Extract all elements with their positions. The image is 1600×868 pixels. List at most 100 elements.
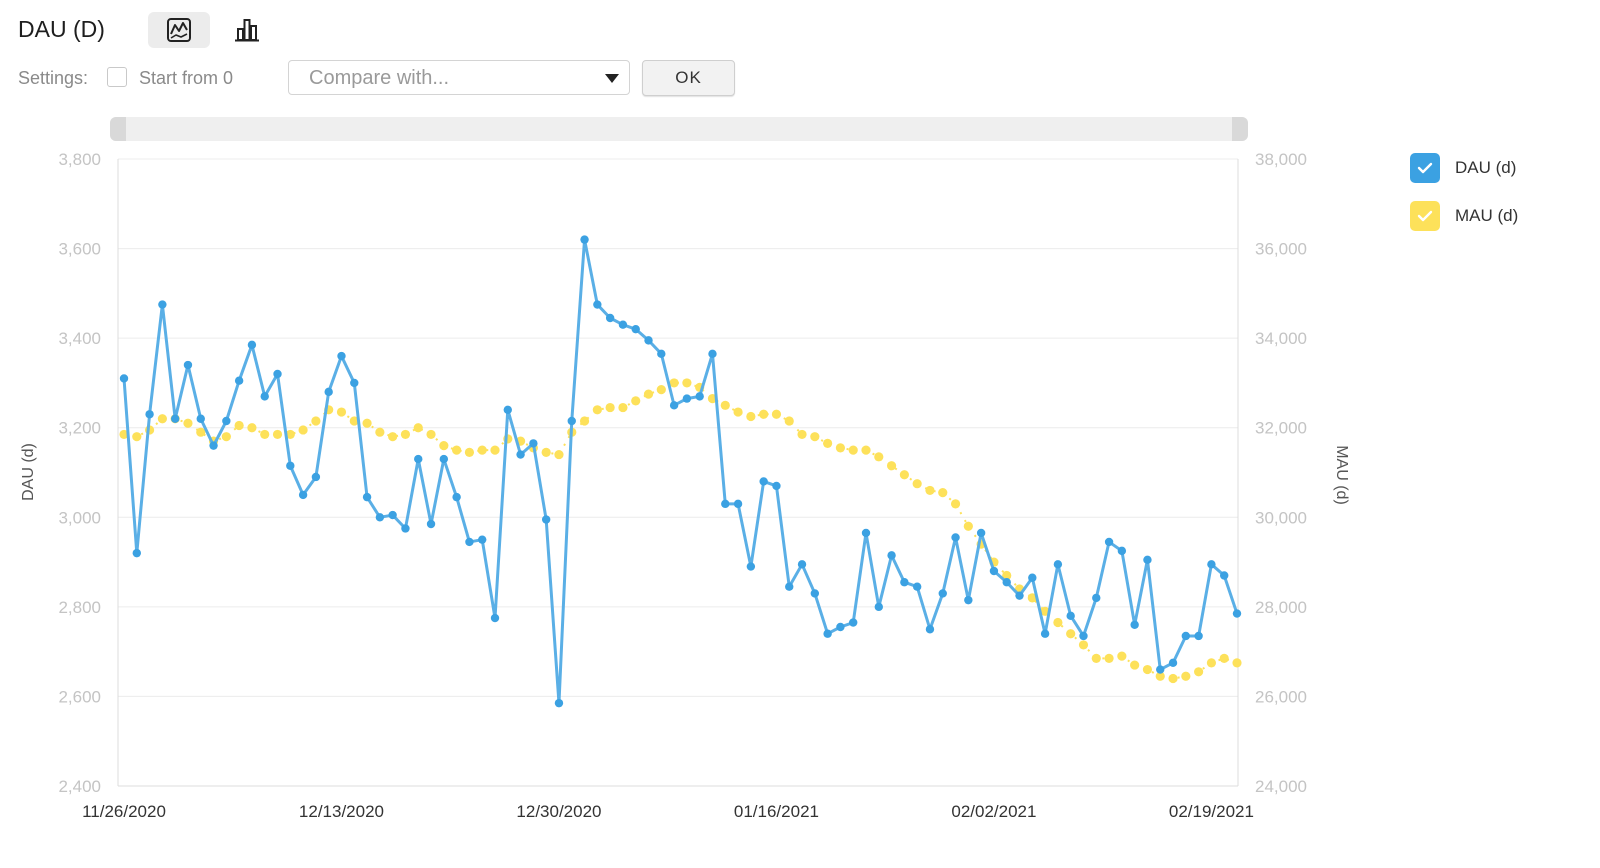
data-point-dau bbox=[1104, 537, 1114, 547]
y-tick-label: 3,200 bbox=[58, 419, 101, 438]
data-point-dau bbox=[1194, 631, 1203, 641]
data-point-mau bbox=[886, 461, 897, 471]
data-point-dau bbox=[1079, 631, 1088, 641]
data-point-mau bbox=[1066, 629, 1076, 639]
data-point-mau bbox=[234, 420, 244, 431]
data-point-dau bbox=[1028, 573, 1037, 582]
data-point-dau bbox=[951, 533, 960, 542]
y2-tick-label: 30,000 bbox=[1255, 508, 1307, 527]
data-point-mau bbox=[247, 423, 257, 433]
data-point-mau bbox=[272, 429, 283, 440]
data-point-dau bbox=[746, 562, 756, 571]
data-point-dau bbox=[490, 613, 500, 623]
data-point-dau bbox=[733, 499, 743, 509]
data-point-mau bbox=[119, 429, 129, 440]
data-point-mau bbox=[1181, 671, 1191, 681]
start-from-zero-label[interactable]: Start from 0 bbox=[139, 68, 234, 88]
y2-tick-label: 24,000 bbox=[1255, 777, 1307, 796]
data-point-mau bbox=[682, 378, 692, 388]
data-point-dau bbox=[797, 560, 807, 569]
data-point-dau bbox=[1015, 591, 1024, 600]
data-point-dau bbox=[1117, 546, 1127, 556]
data-point-mau bbox=[426, 429, 436, 440]
x-tick-label: 12/13/2020 bbox=[299, 802, 384, 821]
data-point-dau bbox=[1232, 609, 1242, 618]
data-point-mau bbox=[439, 441, 449, 451]
y-tick-label: 3,800 bbox=[58, 150, 101, 169]
data-point-mau bbox=[400, 429, 411, 440]
series-line-dau bbox=[122, 238, 1239, 705]
data-point-dau bbox=[222, 416, 231, 426]
data-point-dau bbox=[810, 589, 820, 598]
bar-chart-icon bbox=[235, 19, 259, 42]
data-point-mau bbox=[157, 414, 167, 424]
start-from-zero-checkbox[interactable] bbox=[107, 67, 127, 87]
bar-view-button[interactable] bbox=[216, 12, 278, 48]
data-point-mau bbox=[963, 521, 973, 531]
data-point-mau bbox=[1142, 664, 1153, 675]
data-point-dau bbox=[324, 387, 333, 397]
settings-label: Settings: bbox=[18, 68, 89, 88]
data-point-dau bbox=[170, 414, 180, 423]
data-point-mau bbox=[1091, 653, 1101, 663]
data-point-mau bbox=[733, 407, 743, 417]
data-point-mau bbox=[823, 438, 833, 448]
data-point-mau bbox=[260, 429, 270, 440]
data-point-dau bbox=[478, 535, 487, 544]
legend-item-dau[interactable]: DAU (d) bbox=[1410, 153, 1516, 183]
data-point-dau bbox=[196, 414, 205, 423]
data-point-dau bbox=[529, 439, 538, 448]
y-tick-label: 3,600 bbox=[58, 240, 101, 259]
data-point-mau bbox=[183, 418, 193, 428]
ok-button[interactable]: OK bbox=[642, 60, 735, 96]
data-point-mau bbox=[477, 445, 487, 455]
data-point-dau bbox=[605, 313, 615, 323]
y-tick-label: 2,400 bbox=[58, 777, 101, 796]
data-point-dau bbox=[1040, 629, 1050, 638]
y2-tick-label: 28,000 bbox=[1255, 598, 1307, 617]
range-slider-track[interactable] bbox=[110, 117, 1248, 141]
data-point-dau bbox=[823, 629, 832, 638]
data-point-mau bbox=[375, 427, 385, 437]
data-point-dau bbox=[426, 519, 436, 529]
data-point-mau bbox=[874, 452, 884, 462]
data-point-dau bbox=[1002, 578, 1011, 587]
data-point-mau bbox=[221, 432, 231, 442]
data-point-dau bbox=[989, 566, 999, 576]
data-point-mau bbox=[643, 389, 654, 399]
data-point-dau bbox=[286, 461, 295, 470]
data-point-mau bbox=[362, 418, 372, 428]
data-point-dau bbox=[183, 360, 193, 370]
x-tick-label: 02/02/2021 bbox=[951, 802, 1036, 821]
data-point-mau bbox=[579, 416, 590, 426]
data-point-dau bbox=[836, 622, 845, 632]
data-point-dau bbox=[234, 376, 244, 385]
range-slider-left-handle[interactable] bbox=[110, 117, 126, 141]
data-point-dau bbox=[721, 499, 730, 509]
data-point-dau bbox=[938, 589, 947, 598]
range-slider-right-handle[interactable] bbox=[1232, 117, 1248, 141]
compare-with-select[interactable]: Compare with... bbox=[288, 60, 630, 95]
y2-axis-title: MAU (d) bbox=[1333, 445, 1350, 505]
data-point-dau bbox=[273, 369, 282, 379]
legend-checkbox-dau[interactable] bbox=[1410, 153, 1440, 183]
data-point-dau bbox=[516, 450, 525, 459]
data-point-dau bbox=[849, 618, 858, 627]
legend-item-mau[interactable]: MAU (d) bbox=[1410, 201, 1518, 231]
legend-label-mau: MAU (d) bbox=[1455, 206, 1519, 225]
data-point-dau bbox=[964, 595, 973, 605]
line-view-button[interactable] bbox=[148, 12, 210, 48]
y2-tick-label: 34,000 bbox=[1255, 329, 1307, 348]
data-point-mau bbox=[132, 432, 142, 442]
data-point-dau bbox=[503, 405, 512, 414]
legend-checkbox-mau[interactable] bbox=[1410, 201, 1440, 231]
data-point-dau bbox=[439, 454, 449, 464]
data-point-mau bbox=[605, 402, 615, 413]
data-point-mau bbox=[388, 432, 398, 442]
data-point-dau bbox=[759, 477, 768, 486]
x-tick-label: 12/30/2020 bbox=[516, 802, 601, 821]
data-point-dau bbox=[554, 698, 564, 708]
page-title: DAU (D) bbox=[18, 16, 105, 42]
y-axis-title: DAU (d) bbox=[20, 443, 37, 501]
line-chart: 2,400 24,000 2,600 26,000 2,800 28,000 3,000 30… bbox=[20, 150, 1350, 821]
